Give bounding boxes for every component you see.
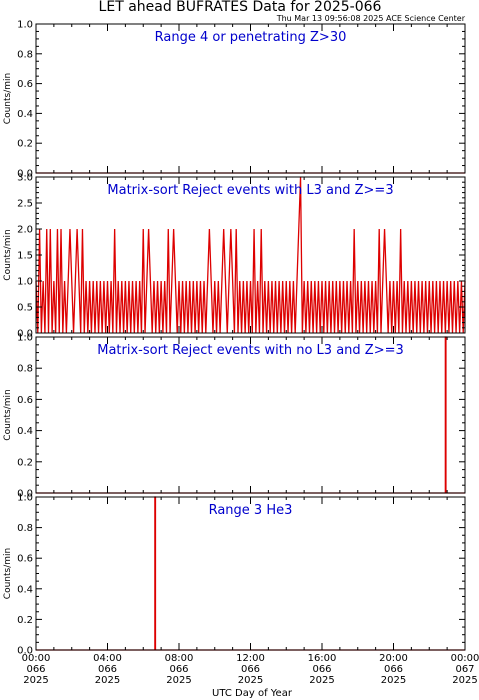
x-tick-doy: 066 — [98, 664, 117, 675]
y-tick-label: 3.0 — [17, 173, 33, 184]
x-tick-year: 2025 — [95, 675, 120, 686]
y-tick-label: 2.5 — [17, 199, 33, 210]
y-tick-label: 1.0 — [17, 333, 33, 344]
x-tick-year: 2025 — [309, 675, 334, 686]
series-line-panel-3 — [36, 336, 465, 494]
x-tick-labels: 00:00066202504:00066202508:00066202512:0… — [22, 653, 479, 686]
y-tick-label: 1.0 — [17, 493, 33, 504]
panel-title: Matrix-sort Reject events with no L3 and… — [97, 343, 404, 358]
series-line-panel-4 — [36, 496, 465, 651]
y-axis-label: Counts/min — [3, 548, 13, 599]
x-tick-doy: 066 — [312, 664, 331, 675]
y-tick-label: 0.6 — [17, 395, 33, 406]
x-tick-doy: 066 — [26, 664, 45, 675]
y-axis-label: Counts/min — [3, 389, 13, 440]
chart-title: LET ahead BUFRATES Data for 2025-066 — [99, 0, 382, 15]
y-tick-label: 0.2 — [17, 139, 33, 150]
x-tick-doy: 066 — [384, 664, 403, 675]
y-tick-label: 1.5 — [17, 251, 33, 262]
x-tick-time: 16:00 — [308, 653, 337, 664]
panel-1: 0.0 0.2 0.4 0.6 0.8 1.0 Range 4 or penetrating… — [3, 20, 466, 180]
x-tick-year: 2025 — [452, 675, 477, 686]
x-tick-year: 2025 — [23, 675, 48, 686]
x-axis-label: UTC Day of Year — [212, 688, 293, 699]
y-tick-label: 0.4 — [17, 426, 33, 437]
x-tick-time: 00:00 — [22, 653, 51, 664]
y-axis-label: Counts/min — [3, 229, 13, 280]
x-tick-time: 00:00 — [451, 653, 479, 664]
panel-title: Range 3 He3 — [209, 503, 293, 518]
panel-frame — [35, 496, 466, 651]
x-tick-time: 04:00 — [93, 653, 122, 664]
panel-title: Matrix-sort Reject events with L3 and Z>… — [107, 183, 393, 198]
x-tick-time: 12:00 — [236, 653, 265, 664]
panel-frame — [35, 23, 466, 174]
timestamp: Thu Mar 13 09:56:08 2025 ACE Science Cen… — [276, 14, 466, 23]
y-tick-label: 0.0 — [17, 489, 33, 500]
y-tick-label: 0.8 — [17, 364, 33, 375]
y-tick-label: 0.2 — [17, 615, 33, 626]
y-axis-label: Counts/min — [3, 73, 13, 124]
x-tick-year: 2025 — [166, 675, 191, 686]
x-tick-doy: 067 — [455, 664, 474, 675]
y-tick-label: 0.6 — [17, 79, 33, 90]
y-tick-label: 1.0 — [17, 277, 33, 288]
panels: 0.0 0.2 0.4 0.6 0.8 1.0 Range 4 or penetrating… — [3, 20, 466, 657]
x-tick-doy: 066 — [169, 664, 188, 675]
y-tick-label: 0.0 — [17, 646, 33, 657]
panel-title: Range 4 or penetrating Z>30 — [155, 30, 347, 45]
panel-4: 0.0 0.2 0.4 0.6 0.8 1.0 Range 3 He3 Counts/min — [3, 493, 466, 657]
y-tick-label: 2.0 — [17, 225, 33, 236]
panel-frame — [35, 336, 466, 494]
y-tick-label: 0.4 — [17, 584, 33, 595]
x-tick-year: 2025 — [238, 675, 263, 686]
panel-3: 0.0 0.2 0.4 0.6 0.8 1.0 Matrix-sort Reject eve… — [3, 333, 466, 500]
y-tick-label: 0.8 — [17, 523, 33, 534]
x-tick-time: 20:00 — [379, 653, 408, 664]
y-tick-label: 0.6 — [17, 554, 33, 565]
x-tick-doy: 066 — [241, 664, 260, 675]
series-line-panel-2 — [35, 176, 466, 334]
y-tick-label: 0.8 — [17, 49, 33, 60]
x-tick-year: 2025 — [381, 675, 406, 686]
y-tick-label: 0.0 — [17, 169, 33, 180]
y-tick-label: 0.2 — [17, 457, 33, 468]
y-tick-label: 1.0 — [17, 20, 33, 31]
y-tick-label: 0.5 — [17, 303, 33, 314]
y-tick-label: 0.4 — [17, 109, 33, 120]
panel-2: 0.0 0.5 1.0 1.5 2.0 2.5 3.0 Matrix-sort Reject … — [3, 173, 466, 340]
y-tick-label: 0.0 — [17, 329, 33, 340]
x-tick-time: 08:00 — [165, 653, 194, 664]
